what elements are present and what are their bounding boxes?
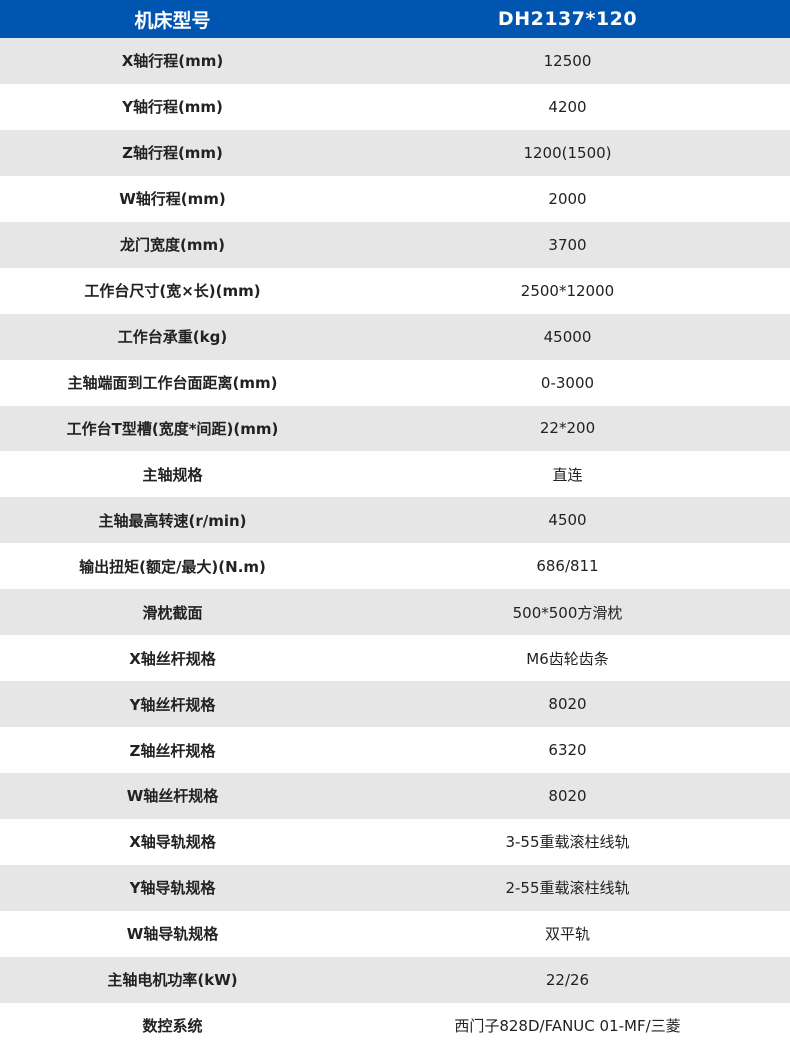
table-body: X轴行程(mm) 12500 Y轴行程(mm) 4200 Z轴行程(mm) 1200(15… [0,38,790,1049]
spec-label: 滑枕截面 [142,603,203,622]
table-row: Y轴丝杆规格 8020 [0,681,790,728]
spec-label: 工作台尺寸(宽×长)(mm) [84,282,261,301]
spec-value: 1200(1500) [523,143,612,162]
table-row: 主轴最高转速(r/min) 4500 [0,497,790,544]
spec-value: 3-55重载滚柱线轨 [505,833,630,852]
spec-value: 4500 [548,511,587,530]
table-row: X轴导轨规格 3-55重载滚柱线轨 [0,818,790,865]
table-row: 数控系统 西门子828D/FANUC 01-MF/三菱 [0,1002,790,1049]
spec-value: 4200 [548,97,587,116]
table-row: Z轴行程(mm) 1200(1500) [0,129,790,176]
table-row: 主轴电机功率(kW) 22/26 [0,956,790,1003]
spec-label: 主轴电机功率(kW) [107,971,238,990]
table-row: Y轴行程(mm) 4200 [0,83,790,130]
spec-label: 主轴规格 [142,465,203,484]
spec-value: 500*500方滑枕 [512,603,623,622]
spec-label: W轴行程(mm) [119,190,226,209]
table-row: 龙门宽度(mm) 3700 [0,221,790,268]
spec-label: 龙门宽度(mm) [120,236,225,255]
spec-value: 2-55重载滚柱线轨 [505,879,630,898]
table-row: 主轴规格 直连 [0,451,790,498]
table-row: W轴丝杆规格 8020 [0,773,790,819]
spec-label: X轴行程(mm) [121,52,224,71]
spec-label: W轴导轨规格 [126,925,219,944]
spec-value: 45000 [543,327,592,346]
spec-value: 6320 [548,741,587,760]
spec-label: W轴丝杆规格 [126,787,219,806]
table-header: 机床型号 DH2137*120 [0,0,790,38]
spec-label: 输出扭矩(额定/最大)(N.m) [79,557,266,576]
spec-value: 2000 [548,189,587,208]
spec-value: 8020 [548,786,587,805]
spec-label: 数控系统 [142,1017,203,1036]
header-model: DH2137*120 [497,8,638,30]
spec-value: M6齿轮齿条 [526,649,609,668]
spec-value: 12500 [543,51,592,70]
spec-value: 686/811 [536,557,599,576]
table-row: Z轴丝杆规格 6320 [0,727,790,773]
spec-value: 3700 [548,235,587,254]
spec-label: Z轴行程(mm) [122,144,223,163]
table-row: W轴导轨规格 双平轨 [0,910,790,957]
spec-value: 西门子828D/FANUC 01-MF/三菱 [454,1017,681,1036]
table-row: 工作台承重(kg) 45000 [0,313,790,360]
table-row: W轴行程(mm) 2000 [0,175,790,222]
spec-value: 直连 [552,465,583,484]
spec-label: X轴导轨规格 [129,833,216,852]
spec-value: 8020 [548,695,587,714]
table-row: 滑枕截面 500*500方滑枕 [0,589,790,636]
spec-value: 22*200 [539,419,596,438]
header-label: 机床型号 [134,9,211,32]
spec-label: 主轴最高转速(r/min) [98,511,247,530]
spec-label: Z轴丝杆规格 [129,741,216,760]
spec-value: 0-3000 [540,373,595,392]
table-row: 工作台T型槽(宽度*间距)(mm) 22*200 [0,405,790,452]
spec-label: X轴丝杆规格 [129,649,216,668]
table-row: X轴行程(mm) 12500 [0,38,790,84]
spec-label: 工作台T型槽(宽度*间距)(mm) [66,419,279,438]
spec-value: 2500*12000 [520,281,615,300]
spec-label: Y轴导轨规格 [129,879,216,898]
spec-label: 工作台承重(kg) [117,328,228,347]
spec-value: 22/26 [545,970,590,989]
table-row: Y轴导轨规格 2-55重载滚柱线轨 [0,864,790,911]
table-row: 工作台尺寸(宽×长)(mm) 2500*12000 [0,267,790,314]
spec-label: 主轴端面到工作台面距离(mm) [67,374,278,393]
table-row: 输出扭矩(额定/最大)(N.m) 686/811 [0,543,790,590]
spec-label: Y轴丝杆规格 [129,695,216,714]
spec-label: Y轴行程(mm) [122,98,223,117]
table-row: 主轴端面到工作台面距离(mm) 0-3000 [0,359,790,406]
spec-value: 双平轨 [544,925,590,944]
table-row: X轴丝杆规格 M6齿轮齿条 [0,635,790,682]
